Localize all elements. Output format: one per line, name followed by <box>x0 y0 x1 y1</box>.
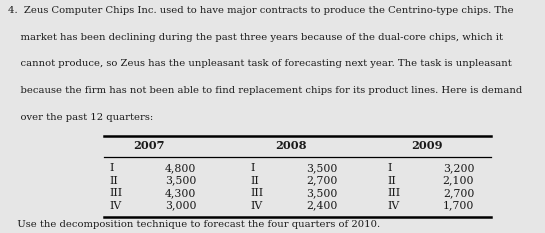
Text: 2,400: 2,400 <box>306 201 338 211</box>
Text: IV: IV <box>109 201 121 211</box>
Text: 4,800: 4,800 <box>165 163 196 173</box>
Text: 1,700: 1,700 <box>443 201 474 211</box>
Text: 2,700: 2,700 <box>306 176 338 186</box>
Text: 2,100: 2,100 <box>443 176 474 186</box>
Text: III: III <box>251 188 264 198</box>
Text: Use the decomposition technique to forecast the four quarters of 2010.: Use the decomposition technique to forec… <box>8 220 380 229</box>
Text: 3,500: 3,500 <box>165 176 196 186</box>
Text: II: II <box>387 176 396 186</box>
Text: because the firm has not been able to find replacement chips for its product lin: because the firm has not been able to fi… <box>8 86 523 95</box>
Text: 4,300: 4,300 <box>165 188 196 198</box>
Text: III: III <box>387 188 400 198</box>
Text: 2007: 2007 <box>134 140 165 151</box>
Text: I: I <box>387 163 391 173</box>
Text: III: III <box>109 188 122 198</box>
Text: IV: IV <box>251 201 263 211</box>
Text: cannot produce, so Zeus has the unpleasant task of forecasting next year. The ta: cannot produce, so Zeus has the unpleasa… <box>8 59 512 69</box>
Text: II: II <box>251 176 259 186</box>
Text: 2009: 2009 <box>411 140 443 151</box>
Text: I: I <box>109 163 113 173</box>
Text: 3,000: 3,000 <box>165 201 196 211</box>
Text: 3,500: 3,500 <box>306 163 338 173</box>
Text: II: II <box>109 176 118 186</box>
Text: over the past 12 quarters:: over the past 12 quarters: <box>8 113 154 122</box>
Text: I: I <box>251 163 255 173</box>
Text: 4.  Zeus Computer Chips Inc. used to have major contracts to produce the Centrin: 4. Zeus Computer Chips Inc. used to have… <box>8 6 514 15</box>
Text: 3,200: 3,200 <box>443 163 474 173</box>
Text: 2008: 2008 <box>275 140 307 151</box>
Text: IV: IV <box>387 201 399 211</box>
Text: market has been declining during the past three years because of the dual-core c: market has been declining during the pas… <box>8 33 503 42</box>
Text: 2,700: 2,700 <box>443 188 474 198</box>
Text: 3,500: 3,500 <box>306 188 338 198</box>
